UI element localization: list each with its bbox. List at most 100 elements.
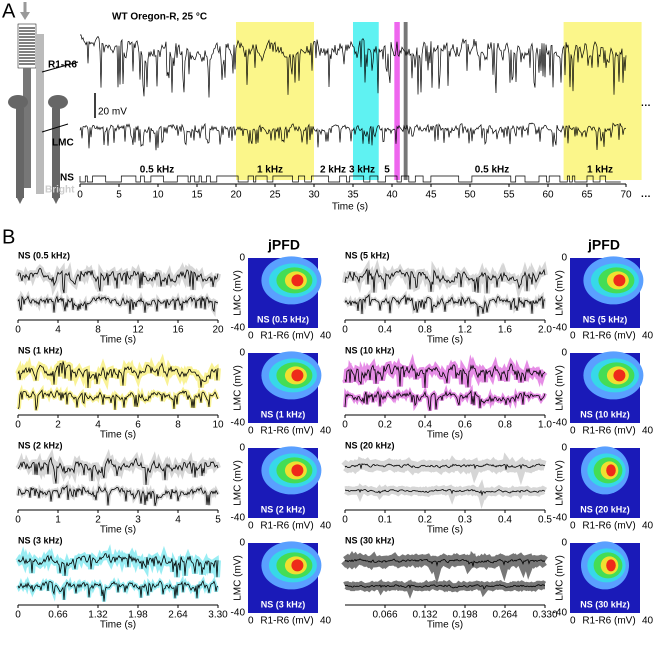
- x-tick-label: 60: [542, 190, 554, 201]
- trace: [344, 558, 546, 567]
- x-label: Time (s): [427, 430, 463, 441]
- jpfd-title: jPFD: [587, 237, 620, 253]
- x-tick-label: 45: [425, 190, 437, 201]
- x-tick-label: 0.5: [538, 515, 552, 526]
- x-tick-label: 0.330: [532, 610, 557, 621]
- x-tick-label: 0.1: [378, 515, 392, 526]
- jpfd-label: NS (2 kHz): [261, 504, 306, 514]
- jpfd-y-top: 0: [239, 443, 245, 454]
- x-tick-label: 3.30: [208, 610, 228, 621]
- plot-title: NS (2 kHz): [18, 440, 63, 450]
- x-tick-label: 0.6: [458, 420, 472, 431]
- jpfd-density: [291, 464, 304, 477]
- jpfd-x-left: 0: [570, 521, 576, 532]
- x-tick-label: 0.2: [378, 420, 392, 431]
- jpfd-y-label: LMC (mV): [555, 460, 566, 506]
- x-tick-label: 30: [308, 190, 320, 201]
- label-lmc: LMC: [52, 138, 74, 149]
- x-label: Time (s): [100, 620, 136, 631]
- x-tick-label: 70: [620, 190, 632, 201]
- x-tick-label: 0.066: [372, 610, 397, 621]
- jpfd-density: [291, 274, 304, 287]
- x-tick-label: 0.264: [492, 610, 517, 621]
- jpfd-y-bottom: -40: [231, 513, 246, 524]
- x-tick-label: 35: [347, 190, 359, 201]
- jpfd-y-bottom: -40: [553, 323, 568, 334]
- ellipsis: ···: [641, 192, 651, 203]
- x-tick-label: 0: [15, 325, 21, 336]
- plot-title: NS (10 kHz): [345, 345, 395, 355]
- jpfd-label: NS (10 kHz): [580, 409, 630, 419]
- x-tick-label: 2: [95, 515, 101, 526]
- stimulus-band: [563, 22, 642, 180]
- x-tick-label: 2: [55, 420, 61, 431]
- jpfd-y-bottom: -40: [231, 418, 246, 429]
- x-tick-label: 12: [132, 325, 144, 336]
- x-tick-label: 0.8: [418, 325, 432, 336]
- x-tick-label: 3: [135, 515, 141, 526]
- frequency-label: 0.5 kHz: [475, 165, 509, 176]
- jpfd-x-label: R1-R6 (mV): [582, 331, 635, 342]
- x-tick-label: 16: [172, 325, 184, 336]
- jpfd-x-right: 40: [320, 616, 332, 627]
- trace: [17, 361, 219, 389]
- trace: [344, 488, 546, 497]
- jpfd-x-label: R1-R6 (mV): [260, 616, 313, 627]
- x-tick-label: 25: [269, 190, 281, 201]
- jpfd-x-label: R1-R6 (mV): [582, 616, 635, 627]
- jpfd-y-label: LMC (mV): [555, 555, 566, 601]
- frequency-label: 1 kHz: [257, 165, 283, 176]
- jpfd-y-bottom: -40: [553, 418, 568, 429]
- x-tick-label: 10: [212, 420, 224, 431]
- x-tick-label: 0.4: [498, 515, 512, 526]
- trace-shade: [16, 480, 220, 507]
- frequency-label: 5: [384, 165, 390, 176]
- trace-shade: [16, 290, 219, 318]
- x-tick-label: 0.66: [48, 610, 68, 621]
- jpfd-y-bottom: -40: [553, 513, 568, 524]
- x-tick-label: 0: [342, 515, 348, 526]
- trace: [344, 267, 546, 294]
- jpfd-x-left: 0: [248, 616, 254, 627]
- x-tick-label: 0.198: [452, 610, 477, 621]
- x-tick-label: 15: [191, 190, 203, 201]
- x-tick-label: 1.2: [458, 325, 472, 336]
- jpfd-density: [291, 369, 304, 382]
- jpfd-label: NS (20 kHz): [580, 504, 630, 514]
- x-label: Time (s): [427, 335, 463, 346]
- x-tick-label: 0.4: [378, 325, 392, 336]
- jpfd-x-right: 40: [642, 521, 654, 532]
- jpfd-y-top: 0: [561, 253, 567, 264]
- x-label: Time (s): [427, 620, 463, 631]
- x-tick-label: 0.4: [418, 420, 432, 431]
- x-tick-label: 4: [95, 420, 101, 431]
- x-tick-label: 0: [15, 515, 21, 526]
- plot-title: NS (20 kHz): [345, 440, 395, 450]
- plot-title: NS (5 kHz): [345, 250, 390, 260]
- jpfd-label: NS (1 kHz): [261, 409, 306, 419]
- jpfd-density: [606, 559, 616, 572]
- jpfd-x-left: 0: [570, 331, 576, 342]
- x-tick-label: 20: [230, 190, 242, 201]
- jpfd-density: [613, 369, 626, 382]
- x-tick-label: 6: [135, 420, 141, 431]
- x-label: Time (s): [100, 430, 136, 441]
- x-tick-label: 0: [15, 420, 21, 431]
- jpfd-y-label: LMC (mV): [233, 365, 244, 411]
- trace: [17, 484, 219, 507]
- x-tick-label: 1.0: [538, 420, 552, 431]
- trace: [344, 293, 546, 317]
- jpfd-y-top: 0: [561, 348, 567, 359]
- x-tick-label: 50: [464, 190, 476, 201]
- x-tick-label: 8: [95, 325, 101, 336]
- x-tick-label: 0: [342, 420, 348, 431]
- jpfd-y-label: LMC (mV): [233, 270, 244, 316]
- x-label: Time (s): [427, 525, 463, 536]
- jpfd-y-top: 0: [561, 443, 567, 454]
- x-tick-label: 0: [342, 325, 348, 336]
- x-tick-label: 2.64: [168, 610, 188, 621]
- x-tick-label: 40: [386, 190, 398, 201]
- x-tick-label: 65: [581, 190, 593, 201]
- x-tick-label: 4: [175, 515, 181, 526]
